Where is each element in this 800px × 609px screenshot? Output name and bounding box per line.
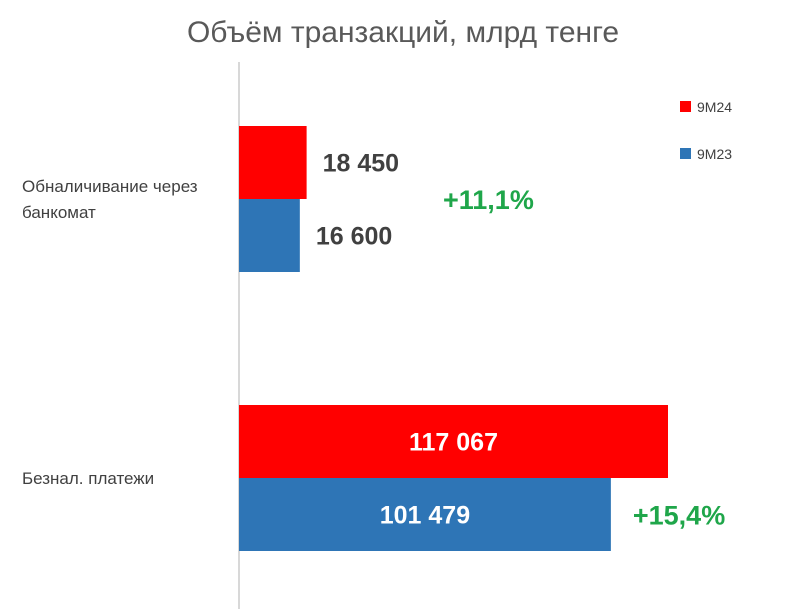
chart-title: Объём транзакций, млрд тенге [187,16,619,49]
change-label-0: +11,1% [443,185,534,215]
category-label-0: Обналичивание через банкомат [22,177,198,222]
value-label-9m23-0: 16 600 [316,223,392,251]
category-label-line: Обналичивание через [22,177,198,196]
value-label-9m24-1: 117 067 [409,429,498,457]
bar-9m23-0 [239,199,300,272]
change-labels-group: +11,1% +15,4% [443,185,725,531]
category-labels-group: Обналичивание через банкомат Безнал. плате… [22,177,198,488]
category-label-line: банкомат [22,203,96,222]
bar-9m24-0 [239,126,307,199]
bars-group [239,126,668,551]
value-label-9m23-1: 101 479 [380,502,470,530]
legend-swatch-9m23 [680,148,691,159]
bar-9m24-1 [239,405,668,478]
value-label-9m24-0: 18 450 [323,150,399,178]
category-label-1: Безнал. платежи [22,469,154,488]
category-label-line: Безнал. платежи [22,469,154,488]
value-labels-group: 18 450 16 600 117 067 101 479 [316,150,498,530]
legend-label-9m23: 9M23 [697,146,732,162]
legend-label-9m24: 9M24 [697,99,732,115]
legend-swatch-9m24 [680,101,691,112]
bar-9m23-1 [239,478,611,551]
change-label-1: +15,4% [633,501,725,531]
legend: 9M24 9M23 [680,99,732,162]
